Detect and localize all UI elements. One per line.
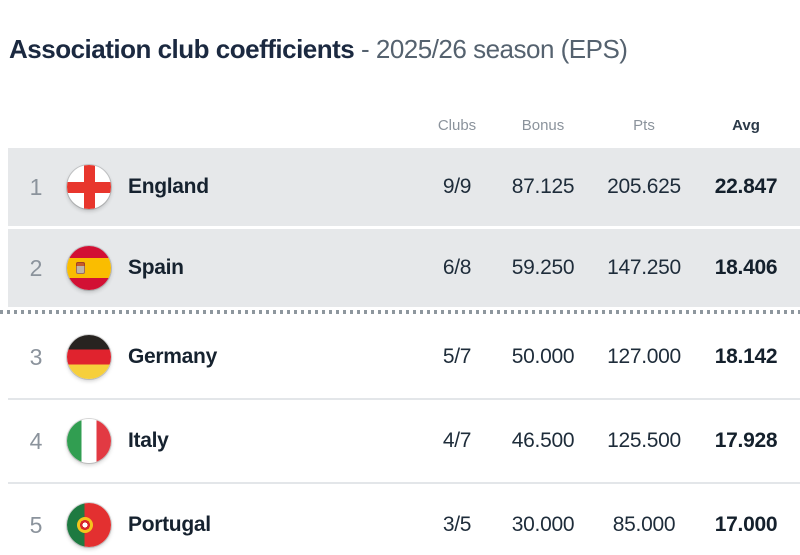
avg-value: 17.928 bbox=[714, 429, 778, 452]
rank-number: 5 bbox=[29, 511, 43, 538]
page-title-season: - 2025/26 season (EPS) bbox=[354, 34, 628, 64]
clubs-value: 5/7 bbox=[442, 345, 472, 368]
rank-number: 1 bbox=[29, 173, 43, 200]
page-title: Association club coefficients - 2025/26 … bbox=[9, 33, 800, 65]
country-cell: Germany bbox=[64, 335, 412, 379]
rank-number: 3 bbox=[29, 343, 43, 370]
country-cell: Spain bbox=[64, 246, 412, 290]
country-name: Portugal bbox=[128, 513, 211, 536]
bonus-value: 46.500 bbox=[511, 429, 575, 452]
header-pts: Pts bbox=[633, 117, 655, 134]
portugal-flag-icon bbox=[67, 503, 111, 547]
rank-number: 4 bbox=[29, 427, 43, 454]
header-clubs: Clubs bbox=[437, 117, 477, 134]
clubs-value: 4/7 bbox=[442, 429, 472, 452]
page-title-main: Association club coefficients bbox=[9, 34, 355, 64]
bonus-value: 59.250 bbox=[511, 256, 575, 279]
italy-flag-icon bbox=[67, 419, 111, 463]
header-avg: Avg bbox=[732, 117, 760, 134]
clubs-value: 9/9 bbox=[442, 175, 472, 198]
germany-flag-icon bbox=[67, 335, 111, 379]
table-header-row: Clubs Bonus Pts Avg bbox=[8, 65, 800, 148]
clubs-value: 3/5 bbox=[442, 513, 472, 536]
qualification-cutoff-separator bbox=[0, 310, 800, 314]
country-name: Germany bbox=[128, 345, 217, 368]
table-row[interactable]: 3 Germany 5/7 50.000 127.000 18.142 bbox=[8, 316, 800, 400]
pts-value: 205.625 bbox=[607, 175, 681, 198]
table-row[interactable]: 4 Italy 4/7 46.500 125.500 17.928 bbox=[8, 400, 800, 484]
spain-flag-icon bbox=[67, 246, 111, 290]
country-cell: Portugal bbox=[64, 503, 412, 547]
header-bonus: Bonus bbox=[521, 117, 565, 134]
avg-value: 18.142 bbox=[714, 345, 778, 368]
table-row[interactable]: 5 Portugal 3/5 30.000 85.000 17.000 bbox=[8, 484, 800, 555]
bonus-value: 87.125 bbox=[511, 175, 575, 198]
country-cell: Italy bbox=[64, 419, 412, 463]
avg-value: 17.000 bbox=[714, 513, 778, 536]
table-body: 1 England 9/9 87.125 205.625 22.847 2 Sp… bbox=[0, 148, 800, 555]
country-name: Spain bbox=[128, 256, 184, 279]
country-name: England bbox=[128, 175, 209, 198]
rank-number: 2 bbox=[29, 254, 43, 281]
pts-value: 127.000 bbox=[607, 345, 681, 368]
pts-value: 85.000 bbox=[612, 513, 676, 536]
bonus-value: 50.000 bbox=[511, 345, 575, 368]
pts-value: 147.250 bbox=[607, 256, 681, 279]
country-cell: England bbox=[64, 165, 412, 209]
table-row[interactable]: 2 Spain 6/8 59.250 147.250 18.406 bbox=[8, 229, 800, 307]
coefficients-table: Clubs Bonus Pts Avg 1 England 9/9 87.125… bbox=[0, 65, 800, 555]
table-row[interactable]: 1 England 9/9 87.125 205.625 22.847 bbox=[8, 148, 800, 226]
bonus-value: 30.000 bbox=[511, 513, 575, 536]
country-name: Italy bbox=[128, 429, 169, 452]
avg-value: 22.847 bbox=[714, 175, 778, 198]
clubs-value: 6/8 bbox=[442, 256, 472, 279]
pts-value: 125.500 bbox=[607, 429, 681, 452]
avg-value: 18.406 bbox=[714, 256, 778, 279]
england-flag-icon bbox=[67, 165, 111, 209]
